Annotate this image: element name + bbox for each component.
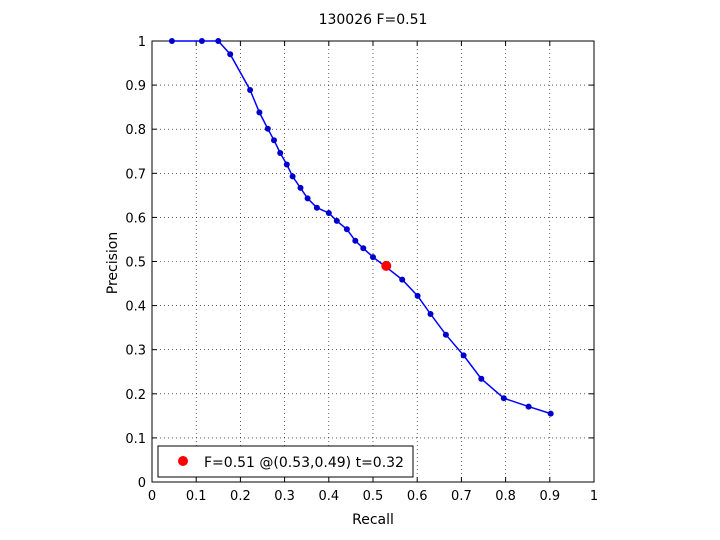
x-tick-label: 0.6 [407,489,428,504]
x-tick-label: 0.5 [363,489,384,504]
y-tick-label: 0.5 [125,256,146,271]
curve-point [325,210,332,216]
y-tick-label: 0.8 [125,123,146,138]
curve-point [168,38,175,44]
curve-point [399,276,406,283]
curve-point [460,352,467,359]
x-tick-label: 0.1 [186,489,207,504]
curve-point [256,109,263,116]
best-f-point [381,260,392,271]
curve-point [525,403,532,410]
x-tick-label: 1 [590,489,598,504]
curve-point [343,226,350,233]
y-tick-label: 0.4 [125,300,146,315]
curve-point [297,184,304,191]
y-tick-label: 0.1 [125,432,146,447]
curve-point [500,395,507,402]
tick-marks [151,40,595,483]
curve-point [414,292,421,299]
y-tick-labels: 0 0.1 0.2 0.3 0.4 0.5 0.6 0.7 0.8 0.9 1 [125,35,146,491]
legend-marker [178,456,188,466]
chart-title: 130026 F=0.51 [319,12,428,28]
curve-point [352,237,359,244]
grid [152,41,594,482]
y-tick-label: 0.6 [125,211,146,226]
y-tick-label: 0.9 [125,79,146,94]
curve-markers [168,38,554,417]
curve-point [304,195,311,202]
x-tick-label: 0.2 [230,489,251,504]
curve-point [313,204,320,211]
curve-point [370,254,376,261]
x-tick-label: 0.8 [495,489,516,504]
curve-point [198,38,205,44]
x-tick-label: 0.7 [451,489,472,504]
x-tick-labels: 0 0.1 0.2 0.3 0.4 0.5 0.6 0.7 0.8 0.9 1 [148,489,598,504]
x-tick-label: 0.4 [318,489,339,504]
curve-line [171,40,551,415]
y-tick-label: 0.3 [125,344,146,359]
curve-point [277,150,284,156]
curve-point [215,38,222,44]
curve-point [360,245,367,252]
curve-point [427,311,434,317]
y-tick-label: 1 [138,35,146,50]
legend-box [157,445,414,478]
y-tick-label: 0.2 [125,388,146,403]
x-tick-label: 0 [148,489,156,504]
curve-point [442,331,449,338]
curve-point [333,217,340,224]
curve-point [289,173,296,180]
curve-point [227,51,234,58]
y-tick-label: 0 [138,476,146,491]
curve-point [478,375,485,382]
y-axis-title: Precision [105,232,121,294]
curve-point [247,87,254,93]
series-precision-recall [168,38,554,417]
legend: F=0.51 @(0.53,0.49) t=0.32 [157,445,414,478]
x-tick-label: 0.3 [274,489,295,504]
x-tick-label: 0.9 [539,489,560,504]
x-axis-title: Recall [352,512,394,528]
y-tick-label: 0.7 [125,167,146,182]
legend-label: F=0.51 @(0.53,0.49) t=0.32 [204,455,404,471]
curve-point [283,161,290,168]
curve-point [547,410,554,417]
curve-point [271,137,277,144]
curve-point [264,125,271,132]
